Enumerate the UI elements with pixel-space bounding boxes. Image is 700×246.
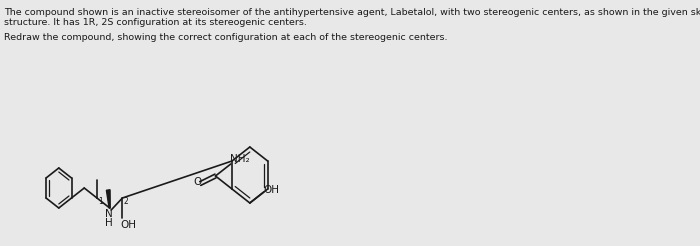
Polygon shape <box>106 190 110 208</box>
Text: O: O <box>194 177 202 186</box>
Text: H: H <box>105 218 113 228</box>
Text: 2: 2 <box>124 197 129 206</box>
Text: NH₂: NH₂ <box>230 154 250 164</box>
Text: OH: OH <box>120 220 136 230</box>
Text: Redraw the compound, showing the correct configuration at each of the stereogeni: Redraw the compound, showing the correct… <box>4 33 448 42</box>
Text: 1: 1 <box>99 197 103 206</box>
Text: The compound shown is an inactive stereoisomer of the antihypertensive agent, La: The compound shown is an inactive stereo… <box>4 8 700 17</box>
Text: OH: OH <box>263 185 279 195</box>
Text: structure. It has 1R, 2S configuration at its stereogenic centers.: structure. It has 1R, 2S configuration a… <box>4 18 307 27</box>
Text: N: N <box>105 209 113 219</box>
